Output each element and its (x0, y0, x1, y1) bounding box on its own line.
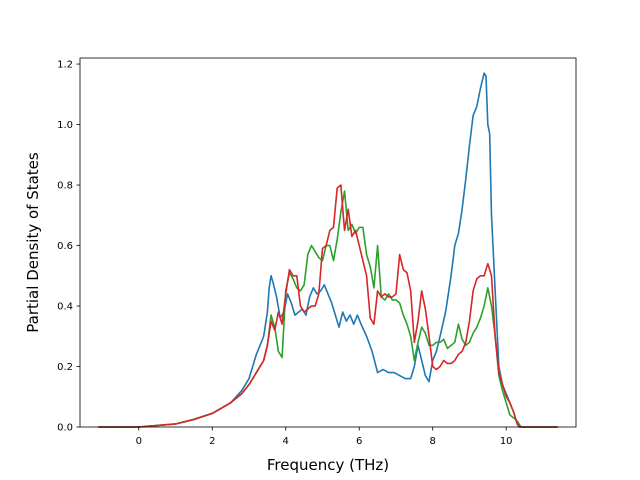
x-tick-label: 10 (500, 436, 513, 447)
plot-area-frame (79, 57, 577, 428)
y-tick-label: 0.2 (57, 362, 73, 373)
series-line-2 (98, 190, 558, 428)
y-tick-label: 0.0 (57, 423, 73, 434)
series-line-1 (98, 72, 558, 428)
x-tick-label: 8 (430, 436, 436, 447)
y-tick-label: 0.6 (57, 241, 73, 252)
y-axis-label: Partial Density of States (24, 152, 42, 333)
y-tick-label: 0.4 (57, 302, 73, 313)
x-tick-label: 0 (136, 436, 142, 447)
series-line-3 (98, 184, 558, 428)
x-tick-label: 4 (283, 436, 289, 447)
series-layer (98, 72, 558, 428)
y-tick-label: 0.8 (57, 181, 73, 192)
y-tick-label: 1.2 (57, 60, 73, 71)
x-axis-label: Frequency (THz) (267, 456, 389, 474)
x-tick-label: 2 (209, 436, 215, 447)
x-tick-label: 6 (356, 436, 362, 447)
x-axis-ticks: 0 2 4 6 8 10 (136, 427, 513, 447)
y-tick-label: 1.0 (57, 120, 73, 131)
y-axis-ticks: 0.0 0.2 0.4 0.6 0.8 1.0 1.2 (57, 60, 80, 434)
